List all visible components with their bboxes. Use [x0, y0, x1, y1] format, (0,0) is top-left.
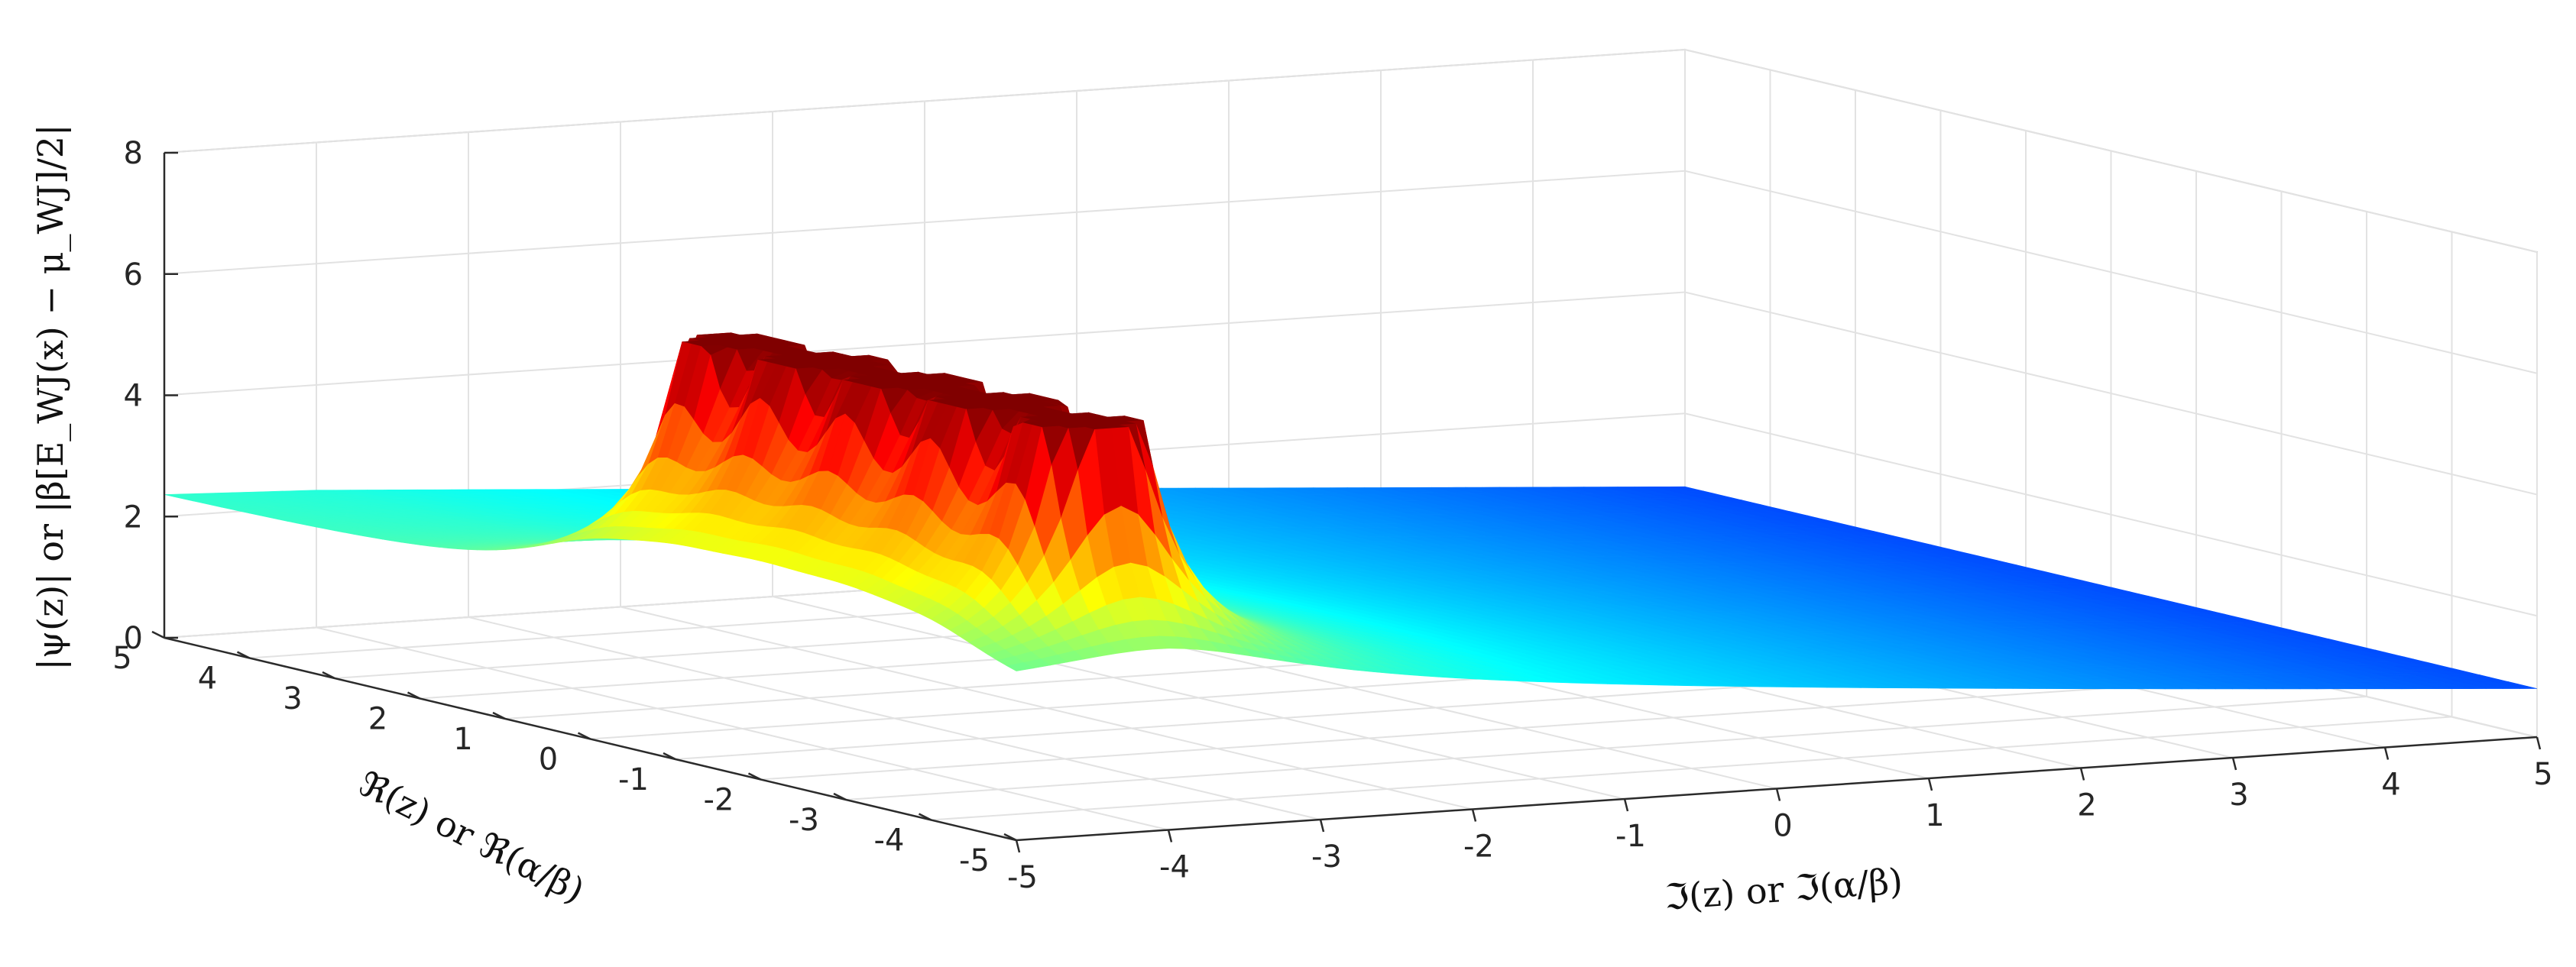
grid-line-z: [164, 48, 2538, 253]
surface-layer: [164, 332, 2538, 690]
grid-line-z: [164, 170, 2538, 374]
grid-line-z: [164, 291, 2538, 496]
